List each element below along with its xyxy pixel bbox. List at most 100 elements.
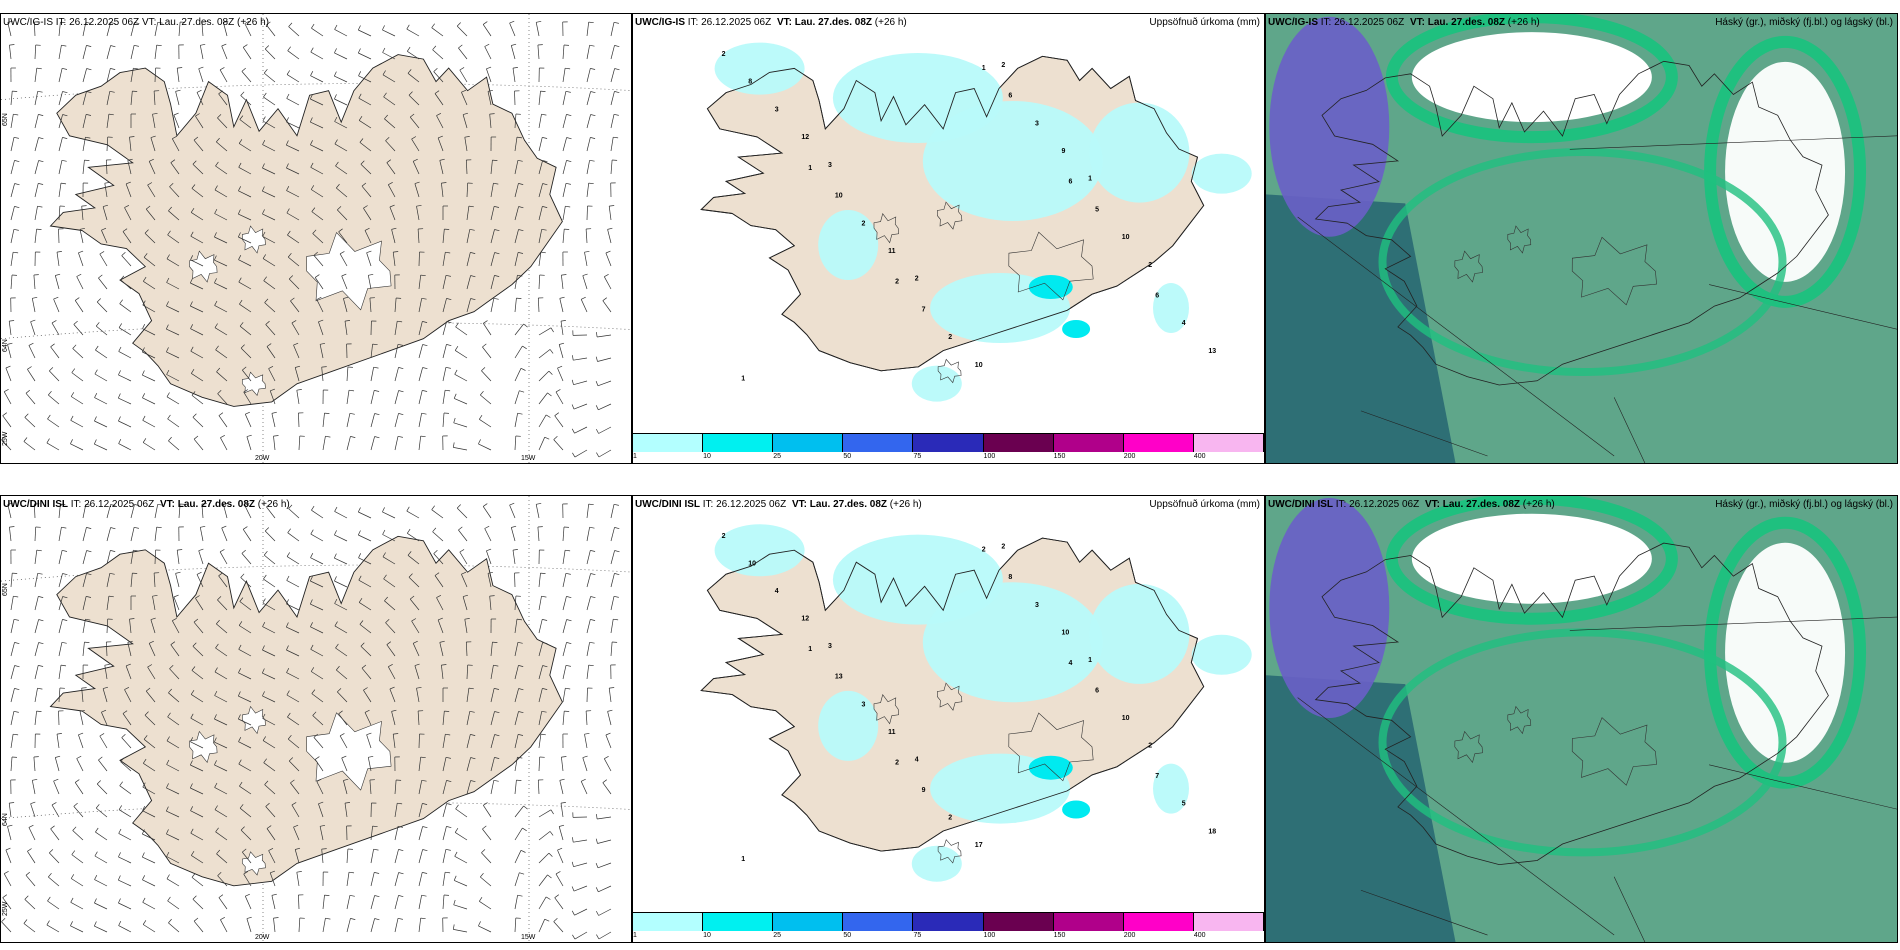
wind-barb — [176, 68, 180, 83]
wind-barb — [286, 190, 300, 198]
wind-barb-flag — [421, 297, 427, 300]
wind-barb — [442, 849, 447, 864]
wind-barb — [240, 577, 252, 588]
wind-barb-flag — [245, 893, 250, 897]
wind-barb-flag — [32, 296, 38, 299]
wind-barbs — [1, 502, 620, 940]
wind-barb — [370, 849, 374, 864]
wind-barb — [58, 573, 63, 588]
wind-barb-flag — [397, 343, 403, 346]
wind-barb-flag — [195, 595, 200, 599]
wind-barb — [537, 526, 540, 542]
wind-barb-flag — [324, 894, 330, 896]
wind-barb-flag — [441, 182, 447, 184]
wind-barb — [70, 925, 84, 933]
wind-barb-flag — [262, 231, 266, 237]
wind-barb-flag — [389, 204, 395, 208]
wind-barb-flag — [408, 573, 413, 578]
wind-barb-flag — [550, 327, 554, 333]
wind-barb-flag — [493, 297, 499, 300]
wind-barb-flag — [46, 920, 50, 926]
wind-barb — [538, 756, 541, 772]
wind-barb-flag — [382, 70, 386, 75]
wind-barb — [46, 924, 60, 933]
wind-barb — [558, 826, 564, 841]
wind-barb — [370, 344, 373, 359]
wind-barb — [382, 556, 396, 565]
wind-barb — [585, 228, 588, 244]
wind-barb — [310, 580, 324, 588]
wind-barb — [407, 73, 420, 83]
wind-barb — [10, 756, 13, 772]
wind-barb-flag — [363, 687, 368, 691]
wind-barb-flag — [432, 45, 437, 50]
wind-barb — [293, 344, 300, 359]
wind-barb-flag — [517, 412, 523, 415]
wind-barb — [363, 690, 372, 703]
wind-barb — [196, 574, 204, 588]
wind-barb-flag — [433, 549, 438, 554]
wind-barb-flag — [295, 365, 301, 368]
wind-barb-flag — [433, 67, 438, 72]
wind-barb — [10, 160, 15, 175]
wind-barb-flag — [118, 898, 121, 904]
wind-barb — [559, 780, 564, 795]
wind-barb-flag — [36, 67, 42, 70]
wind-barb — [9, 527, 12, 542]
wind-barb — [514, 780, 517, 795]
wind-barb-flag — [152, 112, 158, 115]
cloud-high-dark-area — [1266, 675, 1456, 942]
wind-barb — [264, 530, 276, 542]
wind-barb — [73, 324, 84, 336]
wind-barb — [216, 141, 228, 152]
wind-barb — [152, 596, 156, 611]
wind-barb — [240, 829, 252, 841]
wind-barb — [369, 297, 372, 313]
wind-barb-flag — [613, 136, 619, 139]
wind-barb — [586, 205, 588, 221]
wind-barb — [287, 256, 300, 267]
wind-barb-flag — [483, 21, 488, 25]
wind-barb-flag — [62, 114, 68, 117]
wind-barb — [130, 45, 135, 60]
wind-barb — [193, 139, 204, 152]
wind-barb-flag — [55, 273, 61, 276]
wind-barb — [10, 734, 14, 749]
wind-barb-flag — [189, 783, 193, 789]
wind-barb — [343, 780, 348, 795]
wind-barb-flag — [388, 663, 393, 668]
wind-barb-flag — [324, 412, 330, 414]
wind-barb-flag — [613, 503, 619, 506]
wind-barb — [490, 711, 495, 726]
wind-barb — [394, 779, 397, 795]
wind-barb-flag — [215, 827, 219, 833]
wind-barb-flag — [469, 228, 475, 231]
wind-barb — [142, 879, 156, 887]
wind-barb — [263, 578, 276, 588]
wind-barb — [34, 160, 39, 175]
wind-barb — [106, 618, 109, 634]
wind-barb-flag — [358, 553, 362, 558]
wind-barb — [490, 206, 495, 221]
wind-barb-flag — [604, 755, 609, 760]
wind-barb-flag — [588, 664, 594, 667]
wind-barb-flag — [445, 251, 451, 254]
wind-barb-flag — [134, 22, 140, 25]
wind-barb — [142, 856, 156, 864]
wind-barb-flag — [566, 160, 572, 163]
wind-barb — [170, 644, 180, 657]
wind-barb-flag — [189, 301, 193, 307]
wind-barb-flag — [609, 205, 615, 207]
wind-barb-flag — [291, 320, 297, 324]
wind-barb — [608, 688, 612, 703]
wind-barb-flag — [595, 862, 599, 868]
wind-barb-flag — [261, 668, 265, 674]
precip-amount-label: 1 — [808, 165, 812, 172]
wind-barb — [82, 45, 87, 60]
wind-barb — [461, 92, 468, 106]
wind-barb-flag — [217, 872, 222, 876]
wind-barb — [346, 848, 349, 864]
wind-barb — [310, 626, 324, 634]
wind-barb — [585, 710, 588, 726]
wind-barb — [290, 782, 300, 795]
